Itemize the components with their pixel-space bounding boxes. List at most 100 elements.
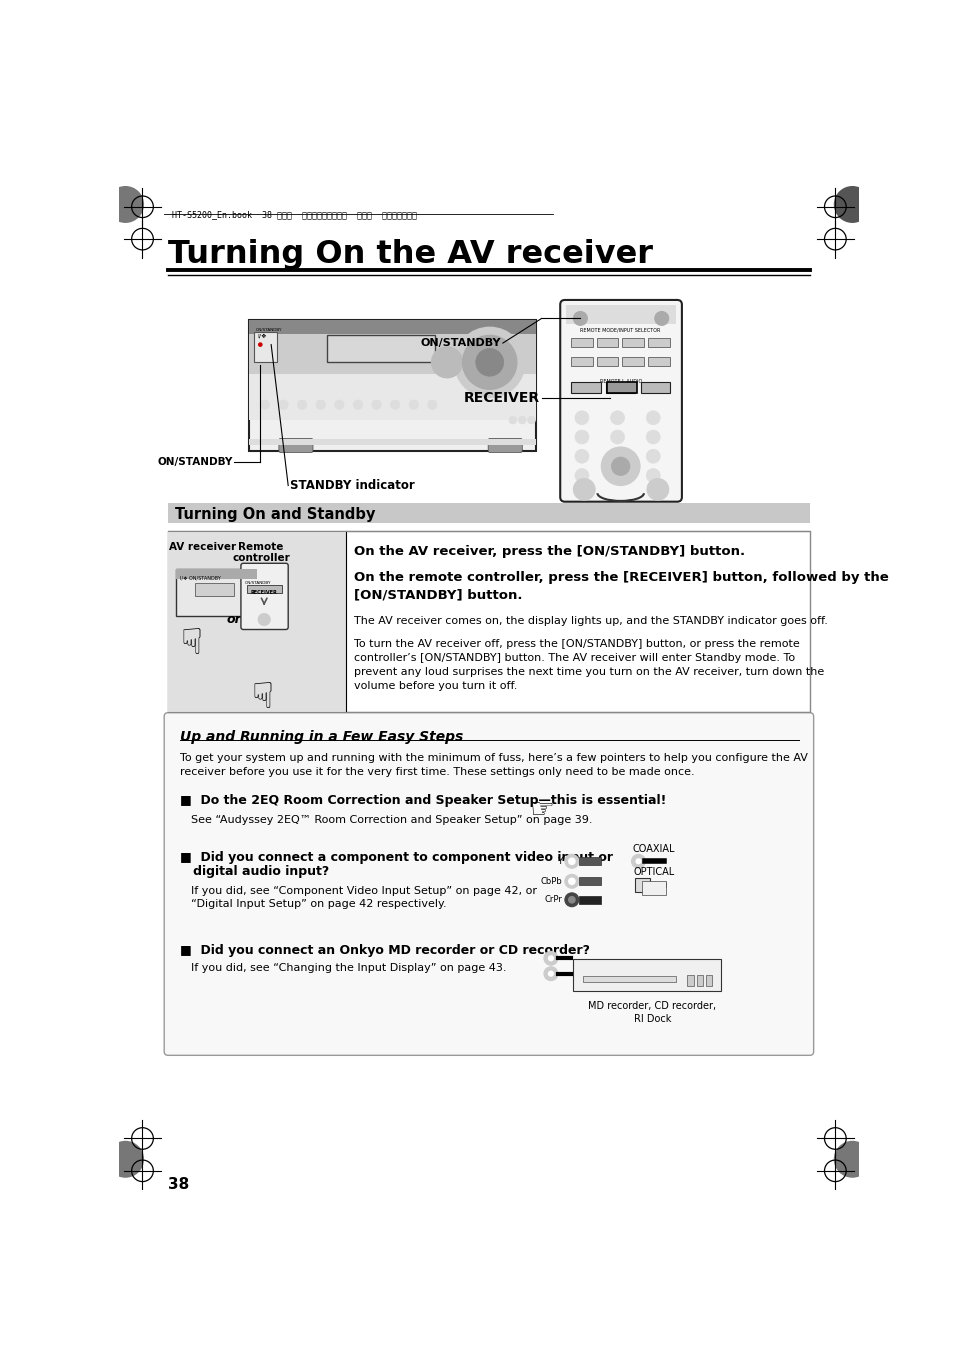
Circle shape — [543, 951, 558, 965]
Bar — [168, 503, 809, 523]
Bar — [571, 357, 592, 366]
Bar — [168, 531, 809, 712]
Text: ON/STANDBY: ON/STANDBY — [157, 458, 233, 467]
Circle shape — [645, 411, 659, 424]
Bar — [253, 331, 277, 362]
Text: If you did, see “Component Video Input Setup” on page 42, or
“Digital Input Setu: If you did, see “Component Video Input S… — [192, 886, 537, 909]
Bar — [175, 570, 257, 578]
Text: ON/STANDBY: ON/STANDBY — [255, 328, 282, 331]
Circle shape — [645, 469, 659, 482]
FancyBboxPatch shape — [164, 713, 813, 1055]
Text: AV receiver: AV receiver — [170, 542, 236, 551]
FancyBboxPatch shape — [559, 300, 681, 501]
Bar — [249, 320, 536, 451]
Circle shape — [260, 400, 270, 409]
Text: ☟: ☟ — [252, 681, 274, 715]
Text: I/❖: I/❖ — [257, 334, 267, 339]
Circle shape — [462, 335, 517, 389]
Circle shape — [654, 312, 668, 326]
Bar — [686, 975, 693, 986]
Circle shape — [107, 186, 144, 223]
Circle shape — [564, 874, 578, 888]
FancyBboxPatch shape — [488, 439, 521, 453]
Bar — [573, 959, 720, 992]
Circle shape — [575, 411, 588, 424]
Circle shape — [833, 1140, 870, 1178]
Circle shape — [575, 469, 588, 482]
Bar — [647, 338, 669, 347]
Bar — [696, 975, 702, 986]
Bar — [621, 357, 643, 366]
Circle shape — [573, 478, 595, 500]
Text: See “Audyssey 2EQ™ Room Correction and Speaker Setup” on page 39.: See “Audyssey 2EQ™ Room Correction and S… — [192, 815, 592, 825]
Text: CrPr: CrPr — [544, 896, 562, 904]
Bar — [175, 570, 257, 616]
Circle shape — [575, 450, 588, 463]
Circle shape — [353, 400, 362, 409]
Text: On the remote controller, press the [RECEIVER] button, followed by the
[ON/STAND: On the remote controller, press the [REC… — [354, 571, 888, 601]
Circle shape — [646, 478, 668, 500]
Text: ON/STANDBY: ON/STANDBY — [420, 338, 500, 349]
Text: OPTICAL: OPTICAL — [633, 867, 674, 877]
Circle shape — [611, 457, 629, 476]
Text: ■  Did you connect an Onkyo MD recorder or CD recorder?: ■ Did you connect an Onkyo MD recorder o… — [179, 943, 589, 957]
Text: ■  Did you connect a component to component video input or: ■ Did you connect a component to compone… — [179, 851, 612, 865]
Circle shape — [547, 970, 554, 977]
Bar — [578, 896, 599, 904]
Text: MD recorder, CD recorder,
RI Dock: MD recorder, CD recorder, RI Dock — [588, 1001, 716, 1024]
Circle shape — [564, 854, 578, 869]
Bar — [249, 374, 536, 420]
Circle shape — [390, 400, 399, 409]
Text: Turning On the AV receiver: Turning On the AV receiver — [168, 239, 653, 270]
Bar — [634, 878, 649, 892]
Circle shape — [335, 400, 344, 409]
Bar — [596, 357, 618, 366]
Bar — [582, 975, 675, 982]
Circle shape — [527, 416, 535, 424]
Text: HT-S5200_En.book  38 ページ  ２００９年３月９日  月曜日  午後４時３１分: HT-S5200_En.book 38 ページ ２００９年３月９日 月曜日 午後… — [172, 209, 416, 219]
Bar — [641, 881, 665, 896]
Circle shape — [610, 411, 624, 424]
Bar — [705, 975, 711, 986]
Circle shape — [476, 349, 503, 376]
Text: I/❖ ON/STANDBY: I/❖ ON/STANDBY — [179, 576, 220, 581]
Bar — [571, 382, 599, 393]
Bar — [249, 439, 536, 444]
Text: RECEIVER: RECEIVER — [251, 590, 277, 596]
Bar — [247, 585, 282, 593]
Circle shape — [567, 858, 575, 865]
Text: Y: Y — [557, 857, 562, 866]
Bar — [571, 338, 592, 347]
Text: To turn the AV receiver off, press the [ON/STANDBY] button, or press the remote
: To turn the AV receiver off, press the [… — [354, 639, 823, 690]
Circle shape — [257, 342, 262, 347]
Bar — [596, 338, 618, 347]
Text: ■  Do the 2EQ Room Correction and Speaker Setup—this is essential!: ■ Do the 2EQ Room Correction and Speaker… — [179, 793, 665, 807]
Circle shape — [610, 450, 624, 463]
Circle shape — [278, 400, 288, 409]
Text: Turning On and Standby: Turning On and Standby — [174, 507, 375, 521]
FancyBboxPatch shape — [241, 563, 288, 630]
Bar — [621, 338, 643, 347]
Bar — [640, 382, 670, 393]
Circle shape — [455, 328, 524, 397]
Text: ☟: ☟ — [180, 627, 202, 661]
Circle shape — [645, 450, 659, 463]
Text: Up and Running in a Few Easy Steps: Up and Running in a Few Easy Steps — [179, 731, 462, 744]
Bar — [327, 335, 435, 362]
Circle shape — [431, 347, 462, 378]
Text: To get your system up and running with the minimum of fuss, here’s a few pointer: To get your system up and running with t… — [179, 754, 807, 777]
Circle shape — [833, 186, 870, 223]
Text: If you did, see “Changing the Input Display” on page 43.: If you did, see “Changing the Input Disp… — [192, 963, 506, 973]
Text: or: or — [227, 613, 241, 626]
Circle shape — [315, 400, 325, 409]
Circle shape — [372, 400, 381, 409]
Circle shape — [517, 416, 525, 424]
Bar — [605, 382, 635, 393]
Bar — [647, 357, 669, 366]
Circle shape — [635, 858, 641, 865]
Bar — [607, 382, 637, 393]
Bar — [566, 304, 675, 324]
Text: REMOTE L AUDIO: REMOTE L AUDIO — [598, 380, 641, 384]
Circle shape — [409, 400, 418, 409]
Circle shape — [543, 967, 558, 981]
